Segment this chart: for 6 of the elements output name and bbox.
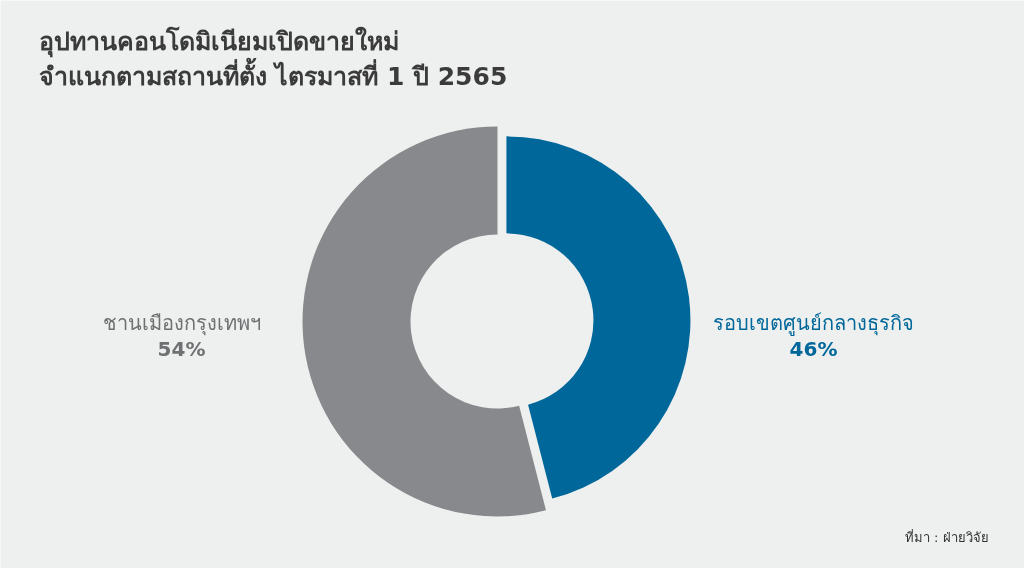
slice-label: ชานเมืองกรุงเทพฯ — [102, 310, 261, 336]
chart-title: อุปทานคอนโดมิเนียมเปิดขายใหม่ จำแนกตามสถานที่ตั้ง ไตรมาสที่ 1 ปี 2565 — [38, 26, 508, 91]
slice-label: รอบเขตศูนย์กลางธุรกิจ — [713, 310, 914, 336]
data-label: 46% — [789, 336, 838, 361]
data-label: 54% — [157, 336, 206, 361]
text: ที่มา : ฝ่ายวิจัย — [904, 529, 989, 545]
